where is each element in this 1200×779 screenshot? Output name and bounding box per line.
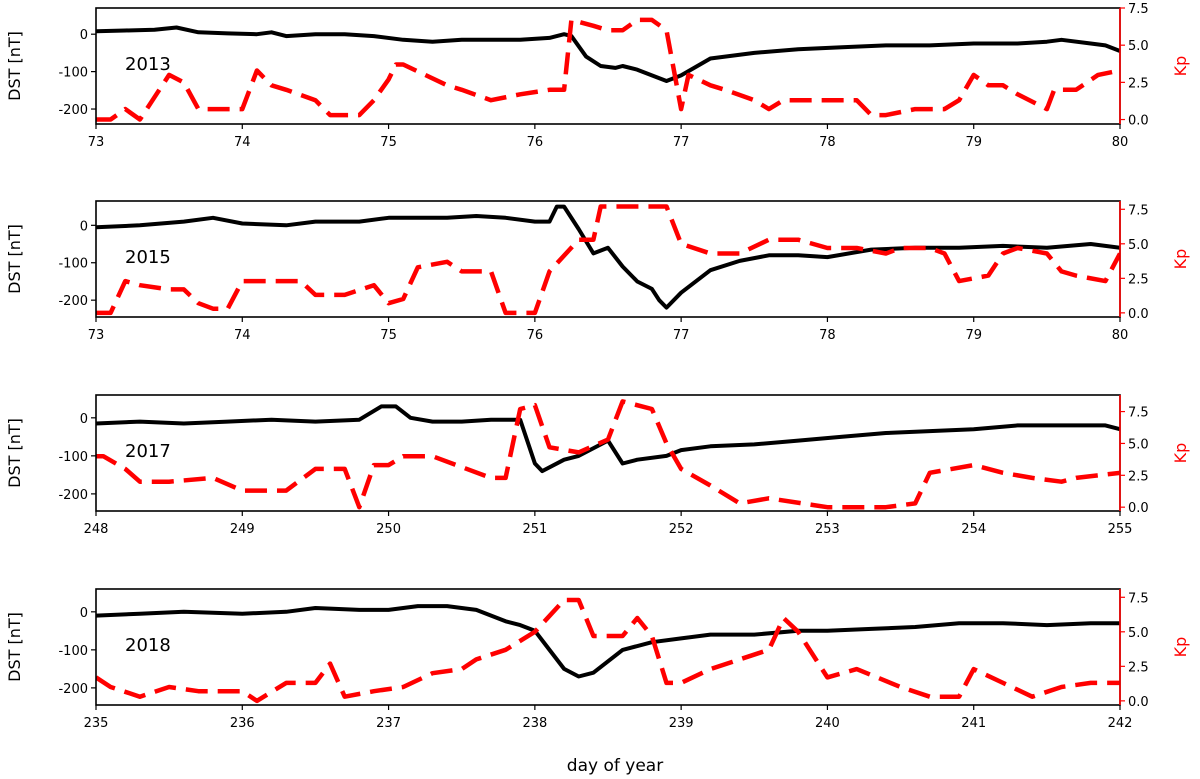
dst-series-line	[96, 25, 1120, 83]
kp-axis-label: Kp	[1171, 56, 1190, 77]
x-tick-label: 237	[376, 716, 401, 731]
x-tick-label: 253	[815, 522, 840, 537]
kp-tick-label: 0.0	[1128, 114, 1149, 129]
y-tick-label: -200	[58, 488, 88, 503]
kp-tick-label: 5.0	[1128, 238, 1149, 253]
x-tick-label: 77	[673, 135, 690, 150]
y-tick-label: -100	[58, 66, 88, 81]
x-tick-label: 80	[1112, 135, 1129, 150]
kp-tick-label: 7.5	[1128, 203, 1149, 218]
x-tick-label: 250	[376, 522, 401, 537]
kp-series-line	[96, 17, 1120, 122]
kp-tick-label: 5.0	[1128, 39, 1149, 54]
kp-series-line	[96, 204, 1120, 316]
x-tick-label: 254	[961, 522, 986, 537]
kp-tick-label: 7.5	[1128, 2, 1149, 17]
kp-tick-label: 0.0	[1128, 695, 1149, 710]
dst-axis-label: DST [nT]	[5, 418, 24, 488]
x-tick-label: 241	[961, 716, 986, 731]
x-tick-label: 75	[380, 135, 397, 150]
panel-2013: 73 74 75 76 77 78 79 80 0 -100 -200 0.0 2.5 5.0 7.5 DST…	[5, 2, 1190, 150]
dst-series-line	[96, 204, 1120, 310]
panel-2017: 248 249 250 251 252 253 254 255 0 -100 -200 0.0 2.5 5…	[5, 394, 1190, 537]
y-tick-label: -100	[58, 644, 88, 659]
panel-year-label: 2013	[125, 54, 171, 75]
plot-frame	[95, 200, 1121, 318]
x-tick-label: 77	[673, 328, 690, 343]
dst-series-line	[96, 404, 1120, 474]
x-tick-label: 252	[669, 522, 694, 537]
x-tick-label: 249	[230, 522, 255, 537]
x-tick-label: 78	[819, 135, 836, 150]
x-tick-label: 240	[815, 716, 840, 731]
kp-axis-label: Kp	[1171, 443, 1190, 464]
kp-tick-label: 5.0	[1128, 437, 1149, 452]
panel-year-label: 2018	[125, 635, 171, 656]
panels: 73 74 75 76 77 78 79 80 0 -100 -200 0.0 2.5 5.0 7.5 DST…	[5, 2, 1190, 731]
y-tick-label: -200	[58, 103, 88, 118]
panel-2018: 235 236 237 238 239 240 241 242 0 -100 -200 0.0 2.5 5…	[5, 588, 1190, 731]
x-tick-label: 76	[527, 328, 544, 343]
kp-series-line	[96, 597, 1120, 704]
x-tick-label: 251	[522, 522, 547, 537]
kp-tick-label: 7.5	[1128, 591, 1149, 606]
panel-year-label: 2017	[125, 441, 171, 462]
x-tick-label: 74	[234, 328, 251, 343]
x-tick-label: 76	[527, 135, 544, 150]
kp-tick-label: 0.0	[1128, 501, 1149, 516]
kp-axis-label: Kp	[1171, 249, 1190, 270]
x-tick-label: 235	[84, 716, 109, 731]
x-tick-label: 242	[1108, 716, 1133, 731]
plot-frame	[95, 588, 1121, 706]
kp-axis-label: Kp	[1171, 637, 1190, 658]
kp-tick-label: 5.0	[1128, 626, 1149, 641]
x-tick-label: 79	[965, 135, 982, 150]
x-tick-label: 255	[1108, 522, 1133, 537]
dst-axis-label: DST [nT]	[5, 31, 24, 101]
y-tick-label: 0	[80, 28, 88, 43]
kp-tick-label: 2.5	[1128, 660, 1149, 675]
x-tick-label: 73	[88, 135, 105, 150]
kp-tick-label: 2.5	[1128, 272, 1149, 287]
x-tick-label: 236	[230, 716, 255, 731]
x-tick-label: 73	[88, 328, 105, 343]
kp-series-line	[96, 399, 1120, 510]
kp-tick-label: 2.5	[1128, 76, 1149, 91]
y-tick-label: -200	[58, 682, 88, 697]
y-tick-label: -100	[58, 257, 88, 272]
x-tick-label: 80	[1112, 328, 1129, 343]
x-tick-label: 239	[669, 716, 694, 731]
y-tick-label: 0	[80, 412, 88, 427]
panel-2015: 73 74 75 76 77 78 79 80 0 -100 -200 0.0 2.5 5.0 7.5 DST…	[5, 200, 1190, 343]
dst-series-line	[96, 604, 1120, 679]
kp-tick-label: 0.0	[1128, 307, 1149, 322]
x-tick-label: 238	[522, 716, 547, 731]
kp-tick-label: 2.5	[1128, 469, 1149, 484]
x-tick-label: 74	[234, 135, 251, 150]
y-tick-label: -200	[58, 294, 88, 309]
x-tick-label: 79	[965, 328, 982, 343]
dst-axis-label: DST [nT]	[5, 612, 24, 682]
x-tick-label: 248	[84, 522, 109, 537]
dst-axis-label: DST [nT]	[5, 224, 24, 294]
plot-frame	[95, 394, 1121, 512]
panel-year-label: 2015	[125, 247, 171, 268]
y-tick-label: 0	[80, 219, 88, 234]
x-tick-label: 78	[819, 328, 836, 343]
y-tick-label: 0	[80, 606, 88, 621]
kp-tick-label: 7.5	[1128, 406, 1149, 421]
x-axis-label: day of year	[567, 756, 663, 776]
x-tick-label: 75	[380, 328, 397, 343]
y-tick-label: -100	[58, 450, 88, 465]
